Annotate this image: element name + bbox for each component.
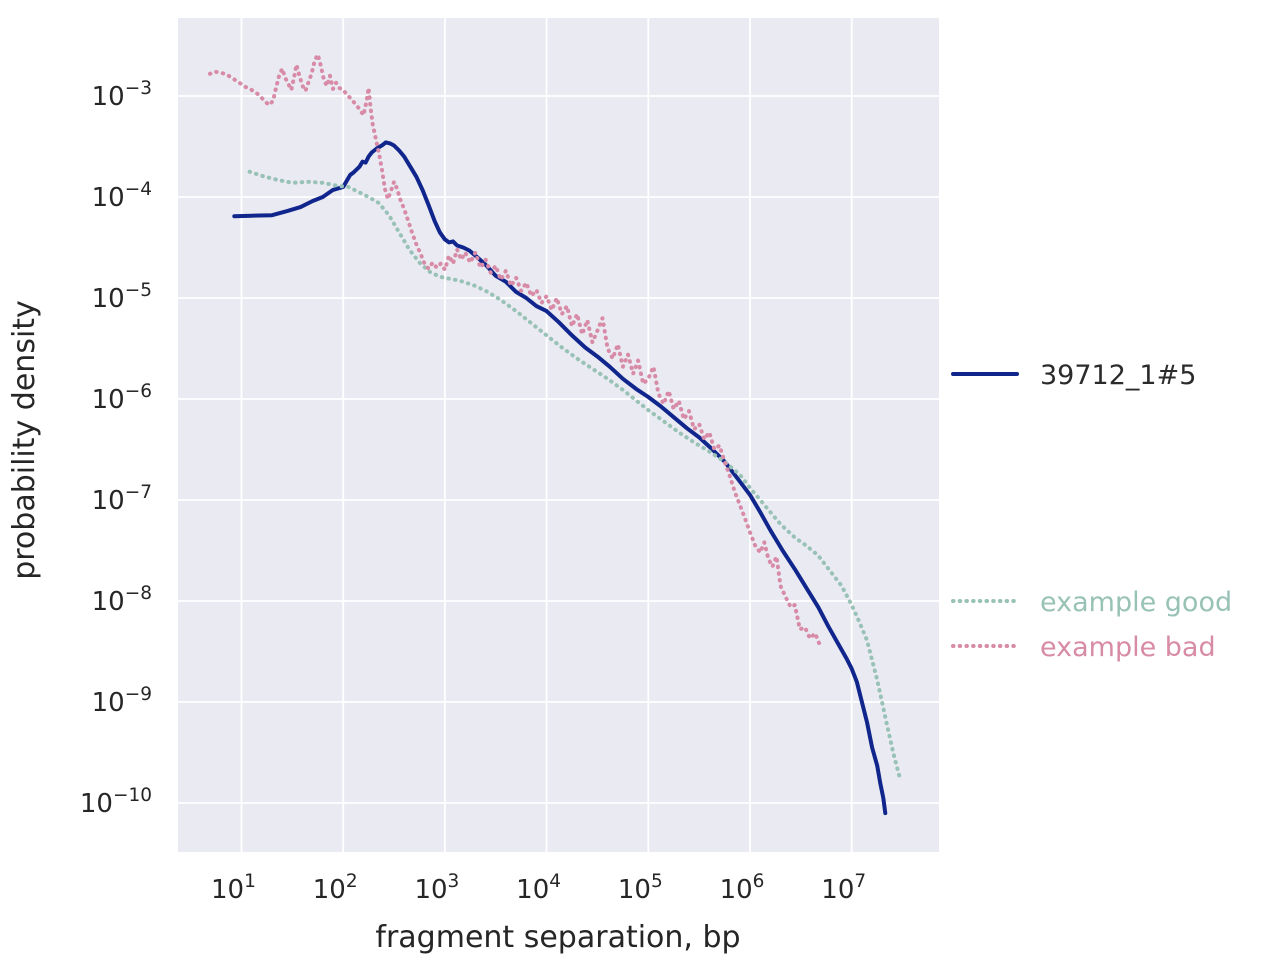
y-tick-label: 10−4 bbox=[92, 179, 152, 213]
x-tick-label: 103 bbox=[414, 871, 459, 905]
x-tick-label: 101 bbox=[211, 871, 256, 905]
y-tick-label: 10−3 bbox=[92, 78, 152, 112]
series-example-bad-line bbox=[207, 52, 822, 646]
y-tick-label: 10−10 bbox=[80, 785, 152, 819]
plot-panel bbox=[178, 18, 939, 852]
y-axis-label: probability density bbox=[7, 300, 42, 580]
x-tick-label: 105 bbox=[618, 871, 663, 905]
legend-label-example-good: example good bbox=[1040, 587, 1232, 618]
x-tick-label: 102 bbox=[313, 871, 358, 905]
y-tick-label: 10−9 bbox=[92, 684, 152, 718]
y-tick-label: 10−5 bbox=[92, 280, 152, 314]
x-tick-label: 104 bbox=[516, 871, 561, 905]
x-tick-label: 106 bbox=[720, 871, 765, 905]
legend-label-example-bad: example bad bbox=[1040, 632, 1216, 663]
series-example-good-line bbox=[247, 169, 903, 783]
y-tick-label: 10−6 bbox=[92, 381, 152, 415]
x-tick-label: 107 bbox=[821, 871, 866, 905]
x-axis-label: fragment separation, bp bbox=[375, 920, 740, 955]
y-tick-label: 10−7 bbox=[92, 482, 152, 516]
legend-label-39712-1-5: 39712_1#5 bbox=[1040, 360, 1196, 391]
y-tick-label: 10−8 bbox=[92, 583, 152, 617]
